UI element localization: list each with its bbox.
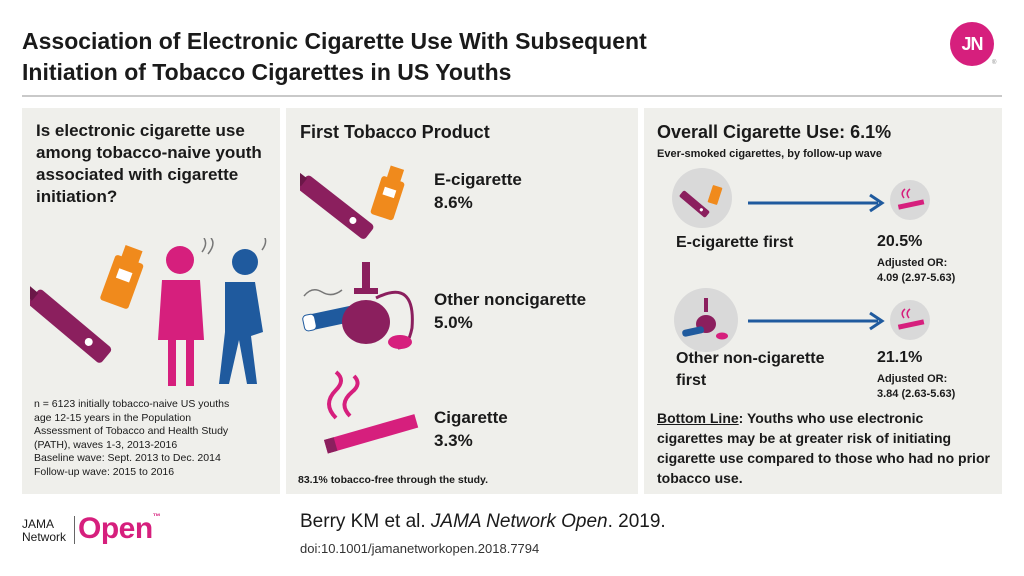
tobacco-free-note: 83.1% tobacco-free through the study. xyxy=(298,474,488,486)
other-noncigarette-first-icon xyxy=(674,288,738,352)
title-line-1: Association of Electronic Cigarette Use … xyxy=(22,28,647,54)
hookah-icon xyxy=(302,262,414,350)
note-line: Baseline wave: Sept. 2013 to Dec. 2014 xyxy=(34,452,221,464)
note-line: Assessment of Tobacco and Health Study xyxy=(34,425,229,437)
youth-vaping-illustration-icon xyxy=(30,238,267,386)
brand-trademark: ™ xyxy=(152,512,161,521)
product-name: E-cigarette xyxy=(434,170,522,189)
note-line: (PATH), waves 1-3, 2013-2016 xyxy=(34,438,178,451)
bottom-line-label: Bottom Line xyxy=(657,410,739,426)
other-noncigarette-first-label: Other non-cigarette first xyxy=(676,348,824,392)
cigarette-use-panel: Overall Cigarette Use: 6.1% Ever-smoked … xyxy=(644,108,1002,494)
product-name: Cigarette xyxy=(434,408,508,427)
bottom-line: Bottom Line: Youths who use electronic c… xyxy=(657,408,993,488)
or-label: Adjusted OR: xyxy=(877,257,948,269)
research-question: Is electronic cigarette use among tobacc… xyxy=(36,121,262,206)
logo-registered-mark: ® xyxy=(992,60,997,66)
title-line-2: Initiation of Tobacco Cigarettes in US Y… xyxy=(22,59,512,85)
first-product-panel: First Tobacco Product E-cigarette 8.6% O… xyxy=(286,108,638,494)
bottom-line-text: : Youths who use electronic cigarettes m… xyxy=(657,410,990,486)
citation-authors: Berry KM et al. xyxy=(300,511,431,532)
brand-bottom: Network xyxy=(22,530,67,544)
product-percent: 8.6% xyxy=(434,193,473,212)
product-percent: 3.3% xyxy=(434,431,473,450)
infographic-title: Association of Electronic Cigarette Use … xyxy=(22,26,882,88)
ecigarette-first-icon xyxy=(672,168,732,228)
citation-journal: JAMA Network Open xyxy=(430,511,608,532)
note-line: Follow-up wave: 2015 to 2016 xyxy=(34,465,175,478)
other-noncigarette-first-or: Adjusted OR: 3.84 (2.63-5.63) xyxy=(877,372,955,402)
first-product-heading: First Tobacco Product xyxy=(300,122,490,142)
ecigarette-first-percent: 20.5% xyxy=(877,233,923,250)
jama-network-wordmark: JAMA Network xyxy=(22,518,66,544)
product-percent: 5.0% xyxy=(434,313,473,332)
e-cigarette-icon xyxy=(300,165,405,239)
label-line: first xyxy=(676,372,707,389)
overall-use-heading: Overall Cigarette Use: 6.1% xyxy=(657,122,892,142)
arrow-right-icon xyxy=(748,311,885,331)
or-label: Adjusted OR: xyxy=(877,373,948,385)
note-line: age 12-15 years in the Population xyxy=(34,411,192,424)
brand-divider xyxy=(74,516,75,544)
cigarette-outcome-icon xyxy=(890,180,930,220)
title-divider xyxy=(22,95,1002,97)
ecigarette-first-or: Adjusted OR: 4.09 (2.97-5.63) xyxy=(877,256,955,286)
jn-logo: JN xyxy=(950,22,994,66)
note-line: n = 6123 initially tobacco-naive US yout… xyxy=(34,398,230,410)
brand-open: Open xyxy=(78,512,153,545)
or-value: 3.84 (2.63-5.63) xyxy=(877,388,956,400)
or-value: 4.09 (2.97-5.63) xyxy=(877,272,956,284)
question-panel: Is electronic cigarette use among tobacc… xyxy=(22,108,280,494)
product-cigarette: Cigarette 3.3% xyxy=(434,406,508,452)
brand-top: JAMA xyxy=(22,517,55,531)
other-noncigarette-first-percent: 21.1% xyxy=(877,349,923,366)
label-line: Other non-cigarette xyxy=(676,350,825,367)
cigarette-outcome-icon xyxy=(890,300,930,340)
cigarette-icon xyxy=(324,370,419,454)
product-other-noncigarette: Other noncigarette 5.0% xyxy=(434,288,586,334)
study-notes: n = 6123 initially tobacco-naive US yout… xyxy=(34,398,274,479)
jama-open-wordmark: Open™ xyxy=(78,512,161,546)
doi-text: doi:10.1001/jamanetworkopen.2018.7794 xyxy=(300,541,540,556)
citation: Berry KM et al. JAMA Network Open. 2019. xyxy=(300,511,666,533)
ecigarette-first-label: E-cigarette first xyxy=(676,234,794,251)
product-name: Other noncigarette xyxy=(434,290,587,309)
product-ecigarette: E-cigarette 8.6% xyxy=(434,168,522,214)
arrow-right-icon xyxy=(748,193,885,213)
overall-use-subheading: Ever-smoked cigarettes, by follow-up wav… xyxy=(657,148,882,160)
citation-year: . 2019. xyxy=(607,511,666,532)
